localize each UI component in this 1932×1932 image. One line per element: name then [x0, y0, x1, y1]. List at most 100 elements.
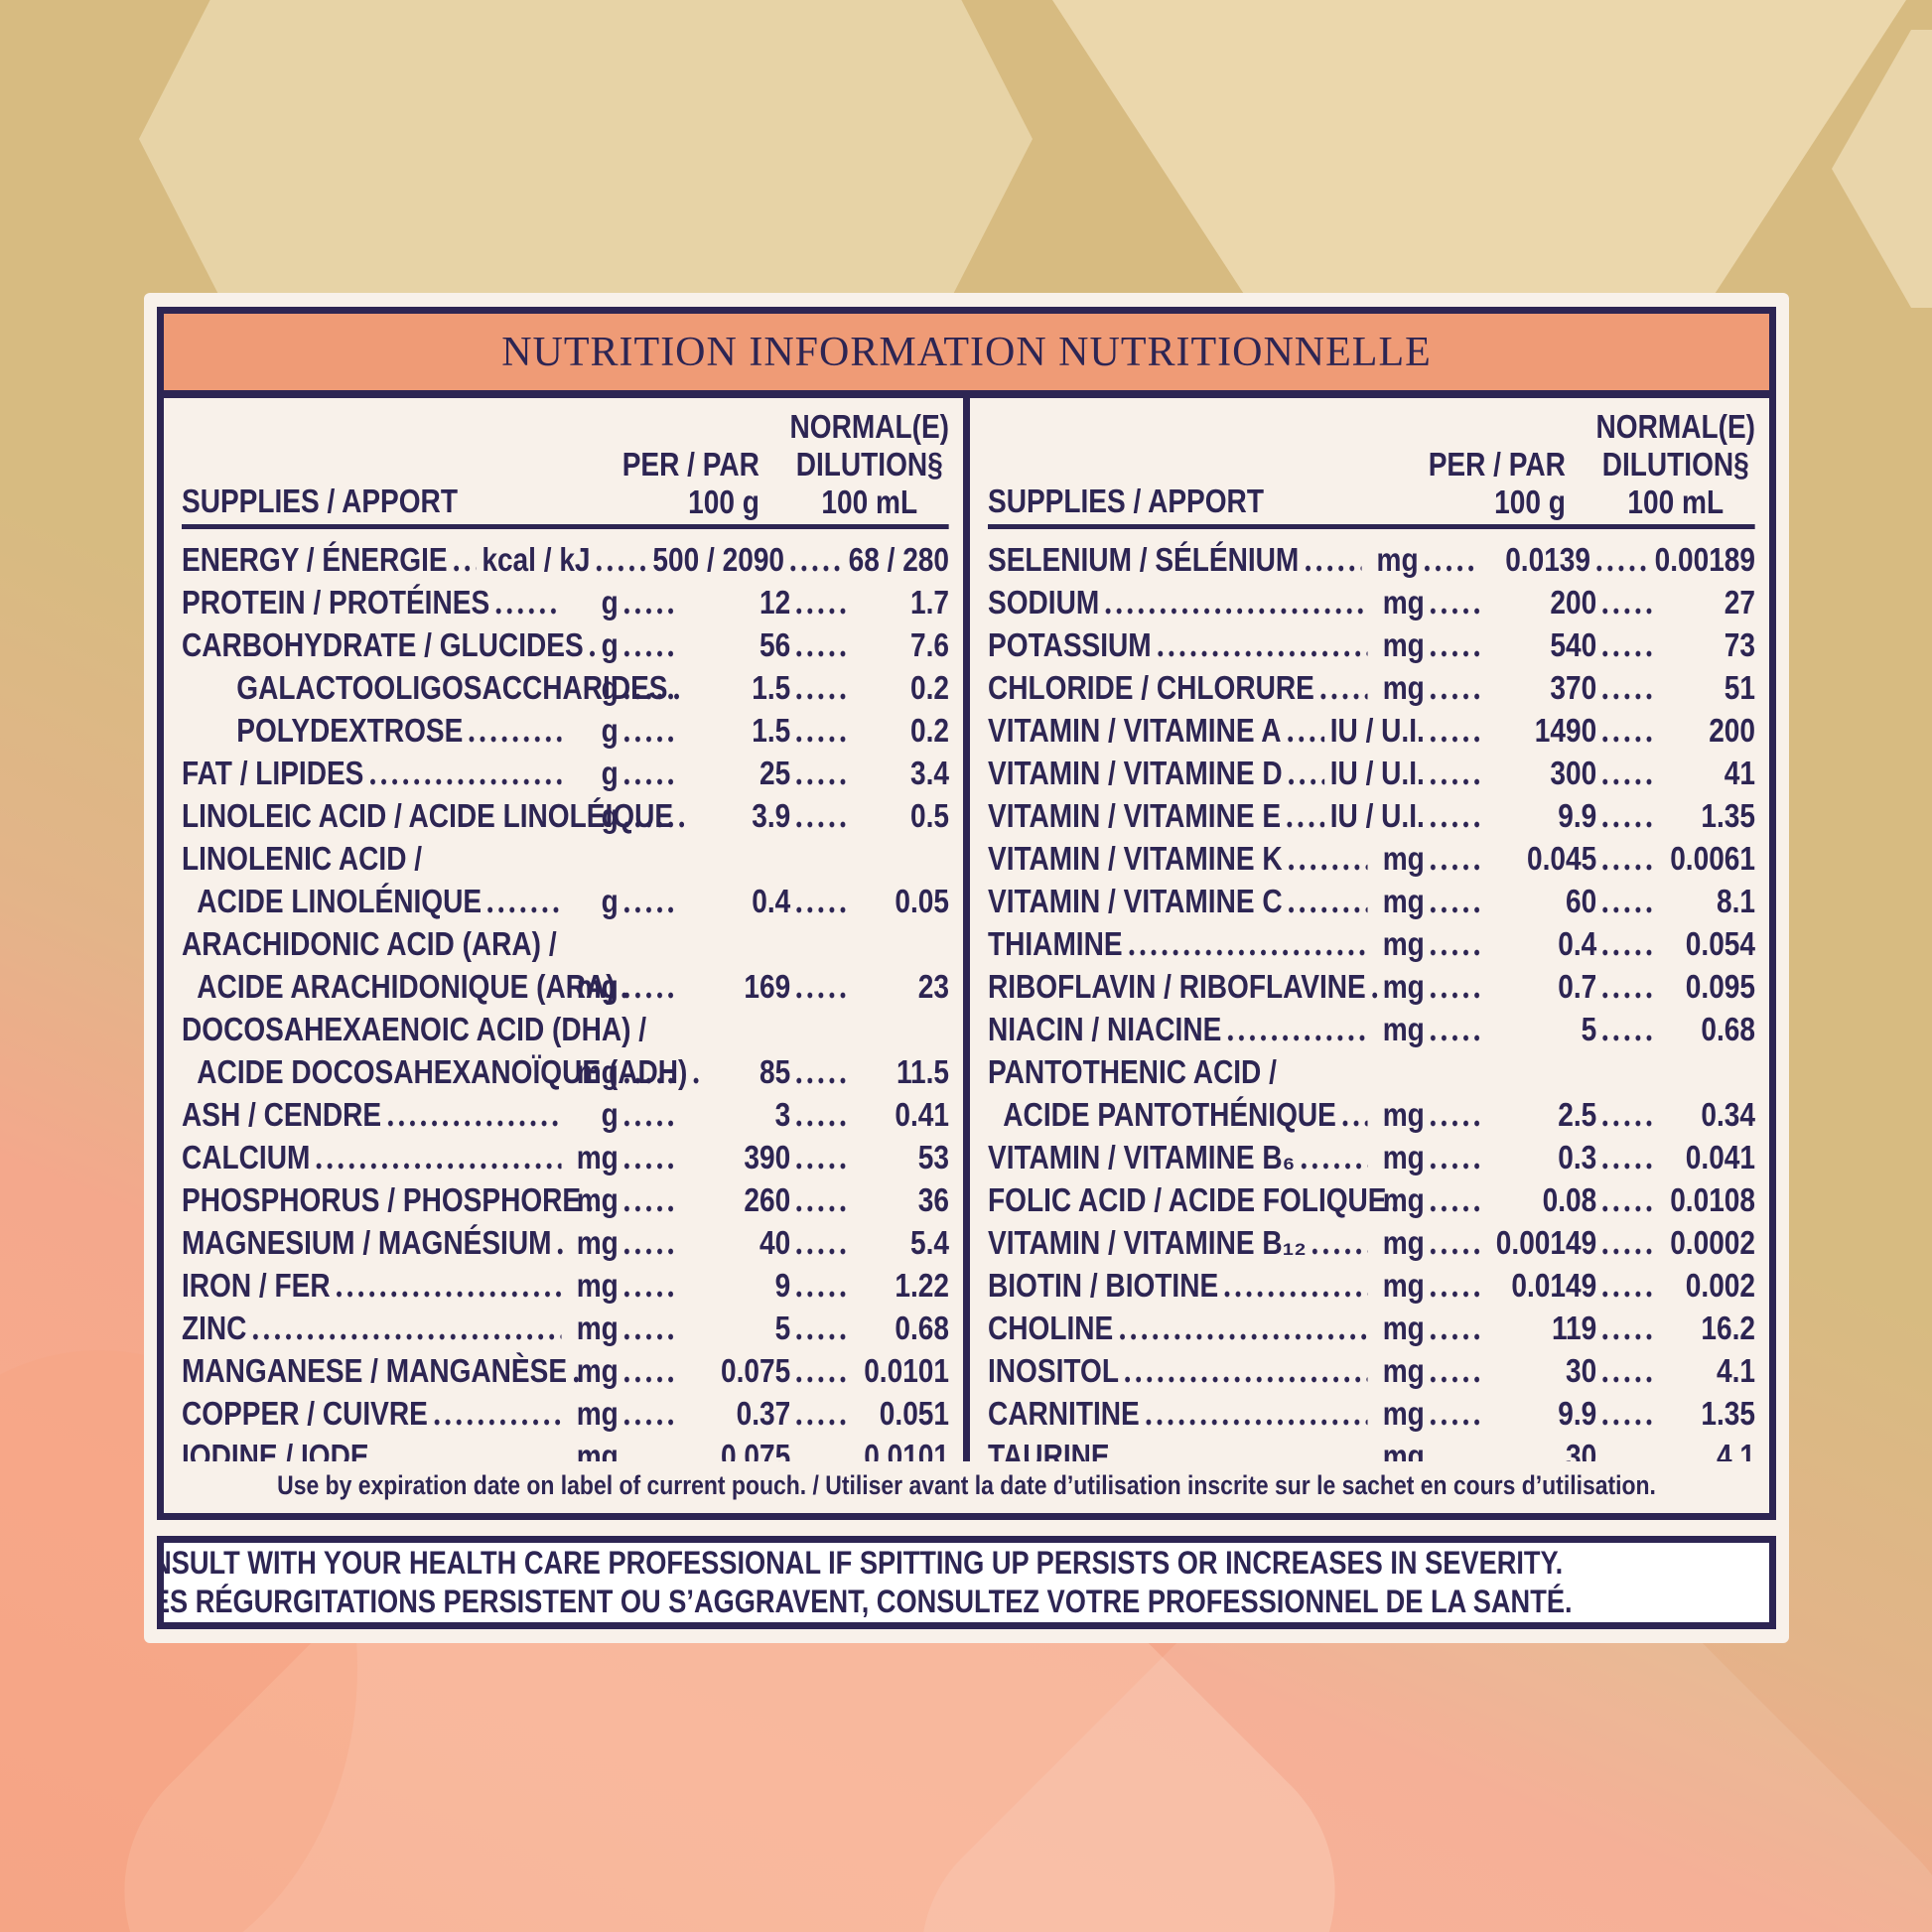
- table-row-line: SODIUM mg 200 27: [988, 581, 1755, 623]
- row-label-wrap: VITAMIN / VITAMINE C: [988, 880, 1374, 922]
- table-row: CHOLINE mg 119 16.2: [988, 1307, 1755, 1349]
- row-unit: mg: [1382, 669, 1425, 706]
- row-value-100g: 0.0139: [1505, 541, 1591, 578]
- row-value-100ml: 0.0101: [864, 1438, 950, 1461]
- table-row-line: LINOLENIC ACID /: [182, 837, 949, 880]
- table-row: LINOLENIC ACID / ACIDE LINOLÉNIQUE g 0.4 0.0…: [182, 837, 949, 922]
- table-row: VITAMIN / VITAMINE B₁₂ mg 0.00149 0.0002: [988, 1221, 1755, 1264]
- table-row: FOLIC ACID / ACIDE FOLIQUE mg 0.08 0.0108: [988, 1178, 1755, 1221]
- row-label: FAT / LIPIDES: [182, 755, 364, 791]
- dot-leader: [623, 821, 675, 828]
- row-value-100ml: 0.002: [1685, 1267, 1756, 1304]
- table-row: VITAMIN / VITAMINE E IU / U.I. 9.9 1.35: [988, 794, 1755, 837]
- row-label: ACIDE DOCOSAHEXANOÏQUE (ADH): [197, 1053, 688, 1090]
- dot-leader: [1287, 736, 1324, 743]
- row-value-100ml: 68 / 280: [848, 541, 950, 578]
- row-value-100ml: 51: [1724, 669, 1756, 706]
- nutrition-table: NUTRITION INFORMATION NUTRITIONNELLE SUP…: [157, 307, 1776, 1520]
- row-value-100g: 0.4: [1558, 925, 1597, 962]
- dot-leader: [1602, 949, 1655, 956]
- footnote-text: Use by expiration date on label of curre…: [277, 1470, 1656, 1500]
- dot-leader: [693, 1077, 705, 1084]
- table-row: CALCIUM mg 390 53: [182, 1136, 949, 1178]
- row-value-100ml: 73: [1724, 626, 1756, 663]
- nutrition-label: NUTRITION INFORMATION NUTRITIONNELLE SUP…: [144, 293, 1789, 1643]
- dot-leader: [1602, 1419, 1655, 1426]
- row-value-100g: 0.0149: [1511, 1267, 1597, 1304]
- header-100ml: 100 mL: [1627, 483, 1725, 520]
- dot-leader: [623, 1120, 675, 1127]
- row-unit: mg: [1382, 1267, 1425, 1304]
- row-value-100g: 40: [759, 1224, 791, 1261]
- row-value-100ml: 0.34: [1701, 1096, 1756, 1133]
- row-unit: mg: [576, 1224, 619, 1261]
- dot-leader: [1595, 565, 1649, 572]
- row-label: LINOLENIC ACID /: [182, 840, 423, 877]
- dot-leader: [1319, 693, 1368, 700]
- dot-leader: [796, 778, 849, 785]
- row-label: VITAMIN / VITAMINE E: [988, 797, 1282, 834]
- row-label-wrap: FOLIC ACID / ACIDE FOLIQUE: [988, 1178, 1404, 1221]
- dot-leader: [1430, 949, 1481, 956]
- dot-leader: [1602, 1035, 1655, 1041]
- row-label: VITAMIN / VITAMINE A: [988, 712, 1282, 749]
- table-row: CARNITINE mg 9.9 1.35: [988, 1392, 1755, 1435]
- dot-leader: [469, 736, 562, 743]
- row-value-100ml: 0.054: [1685, 925, 1756, 962]
- table-row: GALACTOOLIGOSACCHARIDES g 1.5 0.2: [182, 666, 949, 709]
- row-value-100g: 1.5: [752, 669, 791, 706]
- dot-leader: [796, 821, 849, 828]
- table-row-line: MAGNESIUM / MAGNÉSIUM mg 40 5.4: [182, 1221, 949, 1264]
- row-label-wrap: FAT / LIPIDES: [182, 752, 568, 794]
- row-value-100ml: 0.051: [879, 1395, 950, 1432]
- row-label: ZINC: [182, 1310, 247, 1346]
- row-value-100g: 9: [774, 1267, 791, 1304]
- dot-leader: [252, 1333, 562, 1340]
- table-row-line: ZINC mg 5 0.68: [182, 1307, 949, 1349]
- row-label-wrap: CHLORIDE / CHLORURE: [988, 666, 1374, 709]
- row-label-wrap: POLYDEXTROSE: [182, 709, 568, 752]
- dot-leader: [1392, 1205, 1404, 1212]
- row-unit: mg: [1382, 883, 1425, 919]
- row-label: IODINE / IODE: [182, 1438, 369, 1461]
- dot-leader: [1227, 1035, 1368, 1041]
- table-rows-left: ENERGY / ÉNERGIE kcal / kJ 500 / 2090 68 / …: [182, 538, 949, 1461]
- row-label: VITAMIN / VITAMINE B₁₂: [988, 1224, 1307, 1261]
- dot-leader: [623, 778, 675, 785]
- table-row-line: VITAMIN / VITAMINE C mg 60 8.1: [988, 880, 1755, 922]
- row-unit: mg: [1382, 1224, 1425, 1261]
- dot-leader: [623, 992, 675, 999]
- row-value-100g: 0.00149: [1495, 1224, 1597, 1261]
- dot-leader: [623, 1163, 675, 1170]
- dot-leader: [796, 693, 849, 700]
- row-value-100ml: 5.4: [910, 1224, 950, 1261]
- table-row: ASH / CENDRE g 3 0.41: [182, 1093, 949, 1136]
- header-100ml: 100 mL: [821, 483, 918, 520]
- row-label: PHOSPHORUS / PHOSPHORE: [182, 1181, 582, 1218]
- table-row: RIBOFLAVIN / RIBOFLAVINE mg 0.7 0.095: [988, 965, 1755, 1008]
- dot-leader: [1311, 1248, 1368, 1255]
- dot-leader: [623, 906, 675, 913]
- dot-leader: [796, 1120, 849, 1127]
- dot-leader: [796, 1291, 849, 1298]
- dot-leader: [1341, 1120, 1368, 1127]
- table-row: NIACIN / NIACINE mg 5 0.68: [988, 1008, 1755, 1050]
- row-value-100g: 300: [1550, 755, 1597, 791]
- table-row-line: PANTOTHENIC ACID /: [988, 1050, 1755, 1093]
- header-dilution: DILUTION§: [795, 446, 943, 483]
- table-row: VITAMIN / VITAMINE D IU / U.I. 300 41: [988, 752, 1755, 794]
- table-row-line: CARNITINE mg 9.9 1.35: [988, 1392, 1755, 1435]
- dot-leader: [796, 1419, 849, 1426]
- table-row: SELENIUM / SÉLÉNIUM mg 0.0139 0.00189: [988, 538, 1755, 581]
- row-label-wrap: IRON / FER: [182, 1264, 568, 1307]
- dot-leader: [1430, 778, 1481, 785]
- table-column-left: SUPPLIES / APPORT NORMAL(E) PER / PAR DI…: [164, 398, 963, 1461]
- row-unit: mg: [1382, 1310, 1425, 1346]
- dot-leader: [1602, 1248, 1655, 1255]
- row-value-100g: 9.9: [1558, 797, 1597, 834]
- header-dilution: DILUTION§: [1601, 446, 1749, 483]
- column-divider: [963, 398, 970, 1461]
- row-unit: mg: [1382, 626, 1425, 663]
- row-value-100g: 3.9: [752, 797, 791, 834]
- row-value-100g: 0.045: [1527, 840, 1597, 877]
